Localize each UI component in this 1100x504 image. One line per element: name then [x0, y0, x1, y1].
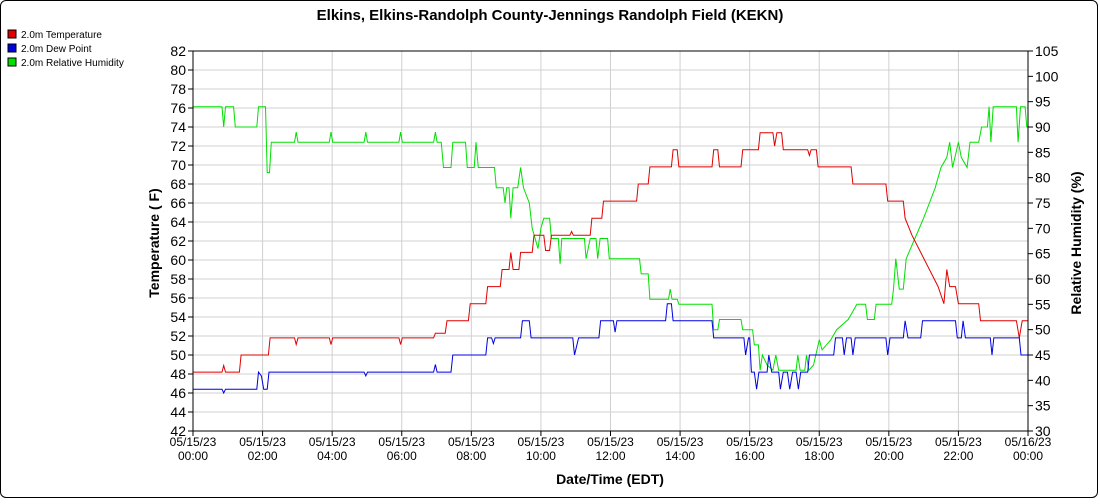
y-tick-label: 70: [170, 157, 186, 173]
y-tick-label: 68: [170, 176, 186, 192]
x-tick-date-label: 05/15/23: [796, 435, 843, 449]
y2-tick-label: 85: [1035, 144, 1051, 160]
y2-tick-label: 60: [1035, 271, 1051, 287]
y2-tick-label: 75: [1035, 195, 1051, 211]
x-tick-time-label: 18:00: [804, 449, 834, 463]
y2-tick-label: 70: [1035, 220, 1051, 236]
y-tick-label: 82: [170, 43, 186, 59]
chart-title: Elkins, Elkins-Randolph County-Jennings …: [317, 7, 784, 24]
x-tick-date-label: 05/15/23: [448, 435, 495, 449]
x-tick-time-label: 12:00: [595, 449, 625, 463]
y-tick-label: 78: [170, 81, 186, 97]
y-tick-label: 48: [170, 366, 186, 382]
legend-label-2-0m-dew-point: 2.0m Dew Point: [21, 44, 92, 55]
series-line-2-0m-temperature: [193, 132, 1028, 373]
y-tick-label: 66: [170, 195, 186, 211]
x-tick-date-label: 05/15/23: [587, 435, 634, 449]
y2-tick-label: 105: [1035, 43, 1059, 59]
x-tick-time-label: 06:00: [387, 449, 417, 463]
y2-tick-label: 100: [1035, 68, 1059, 84]
legend-swatch-2-0m-dew-point: [7, 43, 17, 53]
x-tick-date-label: 05/15/23: [378, 435, 425, 449]
x-tick-time-label: 10:00: [526, 449, 556, 463]
y-tick-label: 46: [170, 385, 186, 401]
y-tick-label: 44: [170, 404, 186, 420]
y-axis-right-ticks: 30 35 40 45 50 55 60 65 70 75 80 85 90 95 100 105: [1028, 43, 1059, 439]
x-tick-date-label: 05/15/23: [935, 435, 982, 449]
y-tick-label: 60: [170, 252, 186, 268]
y-tick-label: 74: [170, 119, 186, 135]
y2-tick-label: 30: [1035, 423, 1051, 439]
y-axis-left-ticks: 42 44 46 48 50 52 54 56 58 60 62 64 66 68 70 72 74 76 78 80…: [170, 43, 193, 439]
plot-area-border: [192, 50, 1029, 432]
x-tick-time-label: 16:00: [735, 449, 765, 463]
y2-tick-label: 35: [1035, 398, 1051, 414]
series-line-2-0m-relative-humidity: [193, 106, 1028, 372]
series-line-2-0m-dew-point: [193, 303, 1028, 395]
grid: [192, 50, 1029, 432]
legend-swatch-2-0m-relative-humidity: [7, 57, 17, 67]
x-tick-date-label: 05/15/23: [239, 435, 286, 449]
y-tick-label: 56: [170, 290, 186, 306]
x-tick-date-label: 05/15/23: [170, 435, 217, 449]
x-tick-time-label: 22:00: [943, 449, 973, 463]
legend-label-2-0m-temperature: 2.0m Temperature: [21, 30, 102, 41]
y2-tick-label: 55: [1035, 296, 1051, 312]
y-tick-label: 80: [170, 62, 186, 78]
y2-tick-label: 80: [1035, 170, 1051, 186]
series-lines: [193, 106, 1028, 395]
y2-tick-label: 40: [1035, 372, 1051, 388]
x-tick-date-label: 05/15/23: [309, 435, 356, 449]
x-tick-time-label: 14:00: [665, 449, 695, 463]
y-axis-left-title: Temperature ( F): [146, 188, 162, 297]
y2-tick-label: 90: [1035, 119, 1051, 135]
x-tick-date-label: 05/15/23: [726, 435, 773, 449]
y-tick-label: 58: [170, 271, 186, 287]
y-tick-label: 42: [170, 423, 186, 439]
y-tick-label: 50: [170, 347, 186, 363]
y-tick-label: 76: [170, 100, 186, 116]
x-tick-date-label: 05/15/23: [865, 435, 912, 449]
y2-tick-label: 65: [1035, 246, 1051, 262]
x-tick-time-label: 00:00: [178, 449, 208, 463]
y-tick-label: 62: [170, 233, 186, 249]
x-tick-time-label: 04:00: [317, 449, 347, 463]
y-tick-label: 64: [170, 214, 186, 230]
y-axis-right-title: Relative Humidity (%): [1068, 171, 1084, 314]
legend: 2.0m Temperature 2.0m Dew Point 2.0m Relat…: [7, 29, 124, 69]
x-axis-ticks: 05/15/2300:0005/15/2302:0005/15/2304:000…: [170, 431, 1052, 463]
x-axis-title: Date/Time (EDT): [556, 471, 664, 487]
y2-tick-label: 45: [1035, 347, 1051, 363]
y2-tick-label: 95: [1035, 94, 1051, 110]
x-tick-time-label: 20:00: [874, 449, 904, 463]
x-tick-time-label: 08:00: [456, 449, 486, 463]
x-tick-time-label: 00:00: [1013, 449, 1043, 463]
x-tick-date-label: 05/15/23: [657, 435, 704, 449]
y2-tick-label: 50: [1035, 322, 1051, 338]
legend-label-2-0m-relative-humidity: 2.0m Relative Humidity: [21, 58, 124, 69]
y-tick-label: 52: [170, 328, 186, 344]
x-tick-date-label: 05/16/23: [1005, 435, 1052, 449]
x-tick-date-label: 05/15/23: [518, 435, 565, 449]
x-tick-time-label: 02:00: [248, 449, 278, 463]
y-tick-label: 54: [170, 309, 186, 325]
legend-swatch-2-0m-temperature: [7, 29, 17, 39]
y-tick-label: 72: [170, 138, 186, 154]
